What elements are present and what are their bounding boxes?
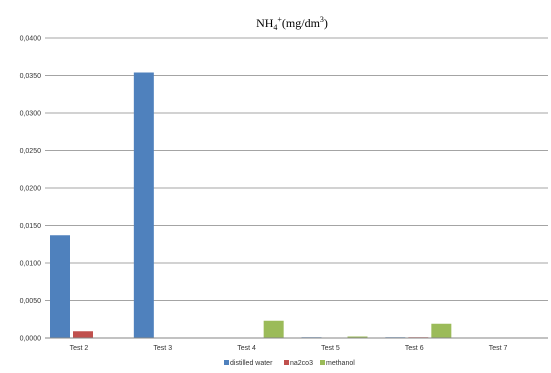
title-unit-start: (mg/dm (282, 16, 321, 30)
gridlines (45, 37, 548, 301)
y-tick-label: 0,0050 (20, 298, 42, 305)
y-tick-label: 0,0300 (20, 111, 42, 118)
x-tick-label: Test 2 (70, 345, 89, 352)
legend-item: na2co3 (284, 360, 313, 367)
bar (431, 323, 452, 338)
bar (263, 320, 284, 338)
y-tick-label: 0,0250 (20, 148, 42, 155)
x-tick-label: Test 7 (489, 345, 508, 352)
legend-swatch (284, 360, 289, 365)
y-tick-label: 0,0000 (20, 336, 42, 343)
x-tick-label: Test 5 (321, 345, 340, 352)
legend-label: methanol (326, 360, 355, 367)
x-axis-labels: Test 2 Test 3 Test 4 Test 5 Test 6 Test 7 (70, 345, 508, 352)
legend-swatch (320, 360, 325, 365)
x-tick-label: Test 4 (237, 345, 256, 352)
legend-item: methanol (320, 360, 355, 367)
title-main: NH (256, 16, 274, 30)
y-tick-label: 0,0200 (20, 186, 42, 193)
y-tick-label: 0,0100 (20, 261, 42, 268)
x-tick-label: Test 3 (153, 345, 172, 352)
title-unit-end: ) (324, 16, 328, 30)
bar (50, 235, 70, 338)
legend-item: distilled water (224, 360, 273, 367)
chart-title: NH4+(mg/dm3) (256, 15, 328, 32)
bar (133, 72, 154, 338)
title-sub: 4 (273, 23, 277, 32)
legend: distilled water na2co3 methanol (224, 360, 355, 367)
legend-swatch (224, 360, 229, 365)
y-tick-label: 0,0150 (20, 223, 42, 230)
legend-label: na2co3 (290, 360, 313, 367)
title-sup: + (277, 15, 282, 24)
y-tick-label: 0,0350 (20, 73, 42, 80)
bars (50, 72, 452, 338)
legend-label: distilled water (230, 360, 273, 367)
bar (347, 336, 368, 338)
x-tick-label: Test 6 (405, 345, 424, 352)
bar (73, 331, 93, 338)
title-unit-sup: 3 (320, 15, 324, 24)
y-axis-ticks: 0,0000 0,0050 0,0100 0,0150 0,0200 0,0250 0,03… (20, 36, 42, 343)
y-tick-label: 0,0400 (20, 36, 42, 43)
